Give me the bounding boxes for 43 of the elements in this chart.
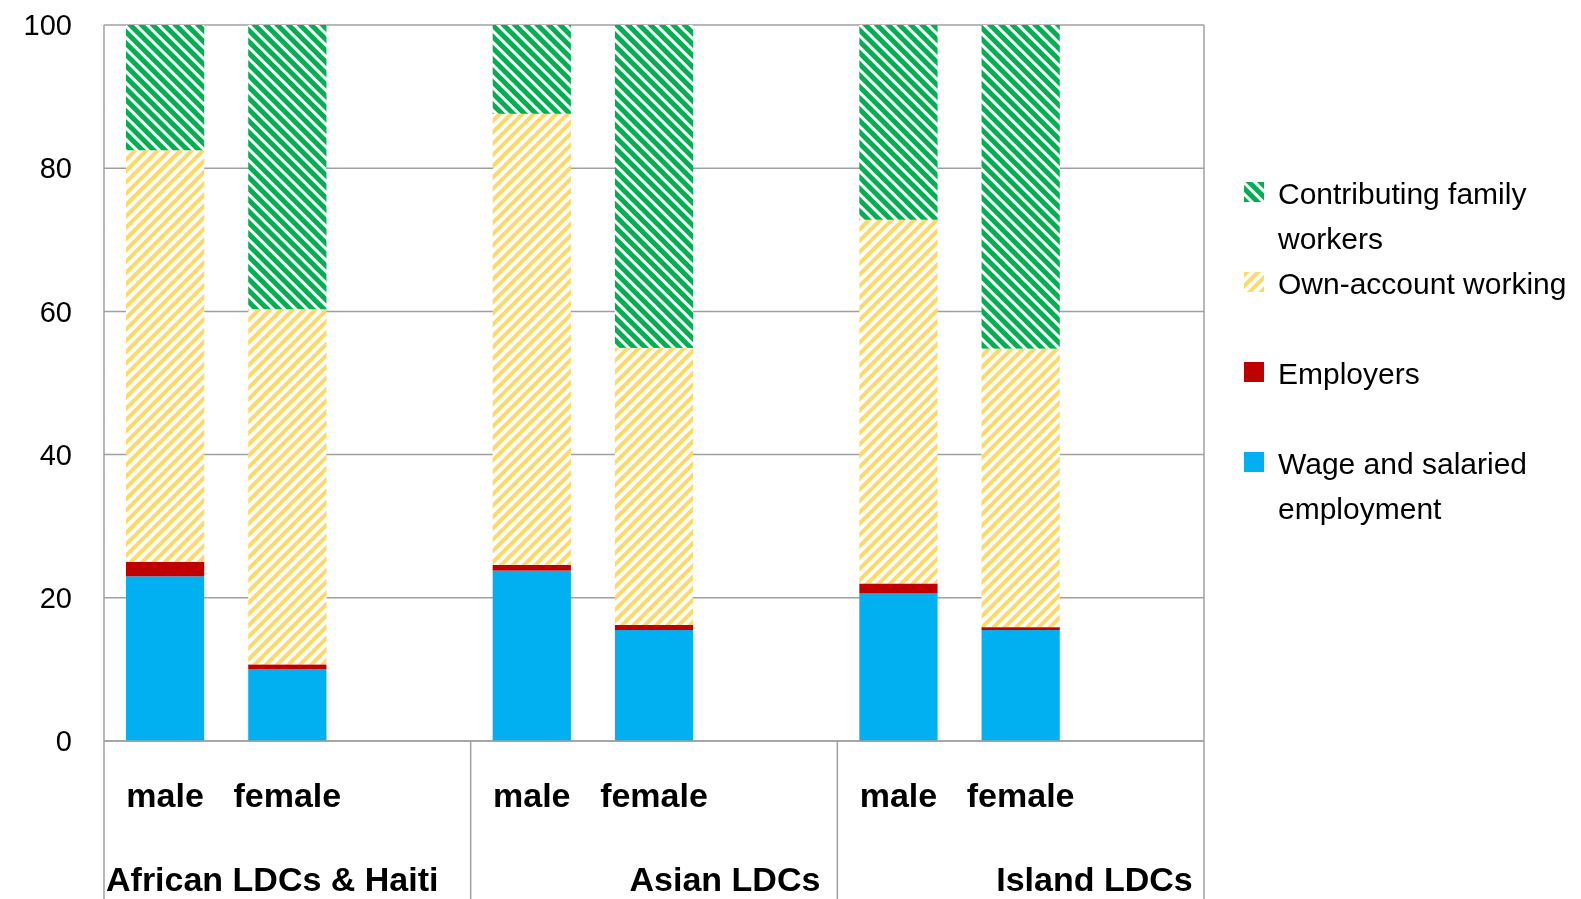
text: Island LDCs	[996, 860, 1193, 898]
y-tick-label: 80	[39, 152, 72, 185]
y-tick-label: 100	[23, 9, 72, 42]
bar	[492, 564, 571, 571]
bar	[614, 347, 694, 626]
x-tick-label: female	[233, 776, 342, 814]
bar	[859, 25, 938, 220]
y-tick-label: 20	[39, 581, 72, 614]
text: Asian LDCs	[629, 860, 821, 898]
bar	[492, 113, 571, 565]
bar	[614, 630, 694, 741]
legend-label: Contributing family workers	[1277, 176, 1527, 255]
bar	[126, 562, 205, 577]
bar	[492, 25, 571, 114]
bar	[492, 570, 571, 741]
bar	[248, 669, 327, 741]
bar	[126, 576, 205, 741]
bar	[126, 25, 205, 151]
x-tick-label: male	[859, 776, 938, 814]
y-tick-label: 40	[39, 438, 72, 471]
bar	[981, 630, 1060, 741]
bar	[981, 25, 1060, 349]
x-tick-label: female	[966, 776, 1075, 814]
bar	[614, 25, 694, 348]
bar	[126, 150, 205, 562]
legend-label: Wage and salaried employment	[1278, 446, 1528, 525]
bar	[859, 593, 938, 741]
bar	[981, 348, 1060, 628]
legend-label: Employers	[1278, 356, 1420, 390]
bar	[859, 583, 938, 594]
bar	[248, 309, 327, 665]
bar	[981, 627, 1060, 631]
bar	[248, 25, 327, 310]
bar	[248, 664, 327, 670]
x-tick-label: female	[600, 776, 708, 814]
y-tick-label: 0	[55, 725, 72, 758]
bar	[859, 219, 938, 584]
text: African LDCs & Haiti	[106, 860, 439, 898]
bar	[614, 625, 694, 631]
x-tick-label: male	[126, 776, 204, 814]
x-tick-label: male	[493, 776, 571, 814]
legend-label: Own-account working	[1278, 266, 1567, 300]
y-tick-label: 60	[39, 295, 72, 328]
